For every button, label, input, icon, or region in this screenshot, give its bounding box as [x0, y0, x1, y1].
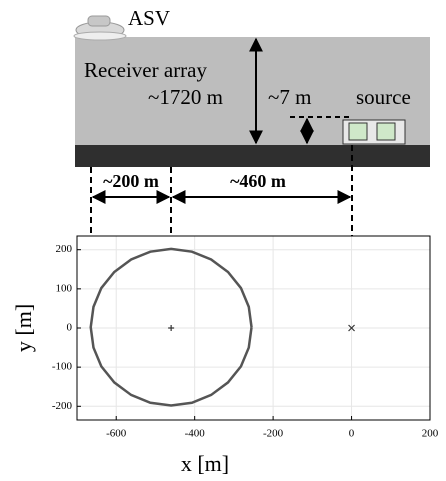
x-tick-label: -200: [263, 428, 284, 440]
trajectory: [89, 247, 253, 407]
x-tick-label: 200: [422, 428, 439, 440]
position-marker: [168, 325, 175, 331]
y-tick-label: -200: [52, 400, 73, 412]
x-tick-label: -400: [185, 428, 206, 440]
plot-frame: [76, 235, 431, 421]
y-tick-label: 200: [56, 243, 73, 255]
height-label: ~7 m: [268, 85, 311, 109]
y-axis-label: y [m]: [11, 304, 36, 352]
y-tick-label: 0: [67, 322, 73, 334]
offset-label: ~200 m: [103, 171, 159, 191]
asv-label: ASV: [128, 6, 170, 30]
seabed: [75, 145, 430, 167]
source-icon: [342, 119, 406, 145]
y-tick-label: -100: [52, 361, 73, 373]
x-axis-label: x [m]: [181, 451, 229, 476]
source-label: source: [356, 85, 411, 109]
position-marker: [348, 324, 355, 332]
depth-label: ~1720 m: [148, 85, 223, 109]
y-tick-label: 100: [56, 282, 73, 294]
receiver-label: Receiver array: [84, 58, 207, 82]
x-tick-label: -600: [106, 428, 127, 440]
x-tick-label: 0: [349, 428, 355, 440]
asv-icon: [73, 15, 127, 41]
range-label: ~460 m: [230, 171, 286, 191]
